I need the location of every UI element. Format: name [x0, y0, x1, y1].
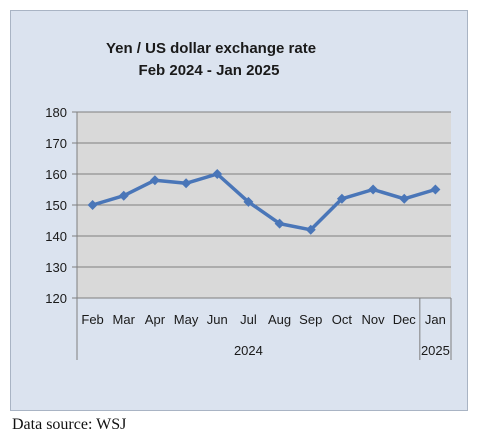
y-tick-label: 150	[45, 198, 67, 213]
x-tick-label: Jan	[425, 312, 446, 327]
y-tick-label: 120	[45, 291, 67, 306]
data-point	[399, 193, 410, 204]
x-group-label: 2024	[234, 343, 263, 358]
data-point	[212, 169, 223, 179]
x-tick-label: Sep	[299, 312, 322, 327]
x-tick-label: Oct	[332, 312, 353, 327]
y-tick-label: 170	[45, 136, 67, 151]
data-point	[274, 218, 285, 229]
chart-title: Yen / US dollar exchange rate	[106, 40, 316, 57]
data-point	[181, 178, 192, 189]
data-point	[87, 200, 98, 210]
data-point	[243, 196, 254, 207]
x-tick-label: Dec	[393, 312, 417, 327]
x-tick-label: Mar	[113, 312, 136, 327]
chart-frame: Yen / US dollar exchange rate Feb 2024 -…	[10, 10, 468, 411]
series-line	[92, 172, 436, 232]
y-tick-label: 140	[45, 229, 67, 244]
x-tick-label: Jul	[240, 312, 257, 327]
data-point	[368, 184, 379, 195]
x-tick-label: Nov	[362, 312, 386, 327]
data-point	[430, 184, 441, 195]
data-point	[305, 224, 316, 235]
chart-subtitle: Feb 2024 - Jan 2025	[139, 62, 280, 79]
data-point	[118, 190, 129, 201]
x-tick-label: May	[174, 312, 199, 327]
x-tick-label: Apr	[145, 312, 166, 327]
x-group-label: 2025	[421, 343, 450, 358]
data-point	[149, 175, 160, 186]
x-tick-label: Jun	[207, 312, 228, 327]
data-point	[336, 193, 347, 204]
y-tick-label: 130	[45, 260, 67, 275]
y-tick-label: 180	[45, 105, 67, 120]
source-note: Data source: WSJ	[12, 416, 127, 433]
exchange-rate-chart: Yen / US dollar exchange rate Feb 2024 -…	[45, 40, 452, 360]
x-tick-label: Feb	[81, 312, 103, 327]
y-tick-label: 160	[45, 167, 67, 182]
plot-area: 120 130 140 150 160 170 180 Feb Mar Apr May Jun Jul A…	[45, 105, 452, 360]
x-tick-label: Aug	[268, 312, 291, 327]
